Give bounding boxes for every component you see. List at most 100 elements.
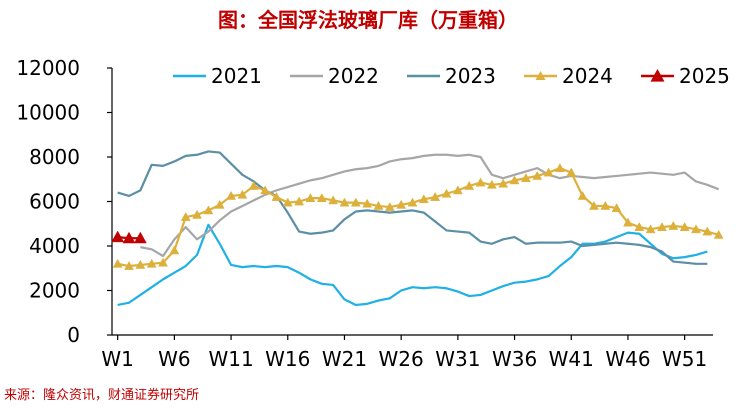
data-point-2024	[203, 205, 214, 215]
series-2025	[111, 230, 147, 244]
y-tick-label: 12000	[16, 56, 80, 80]
x-tick-label: W31	[435, 347, 480, 371]
legend-label: 2022	[328, 64, 379, 88]
data-point-2024	[158, 257, 168, 267]
legend-item-2023: 2023	[407, 64, 496, 88]
data-point-2024	[418, 194, 429, 204]
y-tick-label: 4000	[29, 234, 80, 258]
data-point-2024	[634, 222, 645, 231]
series-line-2022	[140, 153, 720, 258]
data-point-2024	[180, 212, 191, 221]
legend-label: 2021	[211, 64, 262, 88]
data-point-2024	[407, 197, 418, 207]
data-point-2024	[611, 203, 622, 213]
source-note: 来源：隆众资讯，财通证券研究所	[4, 387, 199, 403]
x-tick-label: W11	[208, 347, 253, 371]
data-point-2024	[713, 229, 724, 239]
data-point-2024	[623, 217, 633, 227]
data-point-2024	[577, 190, 588, 200]
data-point-2024	[350, 197, 361, 207]
data-point-2024	[543, 167, 554, 177]
data-point-2024	[509, 175, 520, 185]
legend-item-2021: 2021	[173, 64, 262, 88]
series-2023	[117, 150, 708, 265]
series-line-2023	[117, 150, 708, 265]
data-point-2024	[532, 170, 543, 180]
data-point-2024	[260, 185, 271, 195]
legend-item-2024: 2024	[524, 64, 613, 88]
data-point-2024	[702, 226, 713, 236]
x-tick-label: W1	[101, 347, 134, 371]
data-point-2024	[645, 224, 656, 234]
data-point-2024	[248, 180, 259, 190]
x-tick-label: W46	[605, 347, 650, 371]
data-point-2024	[384, 202, 395, 211]
x-tick-label: W26	[379, 347, 424, 371]
data-point-2024	[124, 261, 134, 270]
data-point-2024	[135, 259, 146, 269]
data-point-2024	[282, 197, 293, 207]
legend-label: 2024	[562, 64, 613, 88]
data-point-2024	[339, 197, 350, 207]
data-point-2024	[600, 200, 611, 210]
data-point-2024	[668, 220, 679, 230]
chart-title: 图：全国浮法玻璃厂库（万重箱）	[218, 8, 518, 32]
x-tick-label: W51	[662, 347, 707, 371]
data-point-2024	[475, 177, 486, 187]
legend-label: 2025	[679, 64, 730, 88]
data-point-2024	[305, 193, 316, 203]
x-tick-label: W36	[492, 347, 537, 371]
data-point-2024	[441, 188, 452, 198]
series-2022	[140, 153, 720, 258]
series-2024	[112, 163, 724, 270]
data-point-2024	[589, 200, 599, 210]
data-point-2024	[112, 258, 123, 268]
data-point-2024	[214, 199, 225, 209]
data-point-2024	[192, 209, 202, 219]
data-point-2024	[169, 245, 180, 255]
data-point-2024	[679, 222, 690, 231]
x-tick-label: W21	[322, 347, 367, 371]
series-line-2021	[117, 223, 708, 307]
data-point-2024	[396, 199, 407, 209]
data-point-2024	[328, 195, 339, 205]
x-tick-label: W16	[265, 347, 310, 371]
series-layer	[111, 150, 724, 307]
legend-marker	[535, 71, 546, 80]
x-tick-label: W6	[158, 347, 191, 371]
data-point-2024	[430, 192, 441, 201]
data-point-2024	[498, 178, 509, 188]
data-point-2024	[554, 163, 565, 172]
data-point-2024	[452, 185, 463, 195]
y-tick-label: 8000	[29, 145, 80, 169]
data-point-2024	[362, 198, 373, 208]
data-point-2025	[111, 230, 125, 243]
axes: 0 2000 4000 6000 8000 10000 12000 W1 W6 W11 W16 W21…	[16, 56, 713, 371]
data-point-2024	[271, 192, 282, 201]
data-point-2024	[146, 258, 157, 268]
data-point-2024	[316, 193, 327, 203]
y-tick-label: 0	[67, 323, 80, 347]
data-point-2024	[294, 196, 305, 206]
y-tick-label: 10000	[16, 101, 80, 125]
data-point-2024	[226, 190, 236, 200]
data-point-2024	[566, 167, 577, 177]
series-line-2024	[117, 167, 719, 268]
data-point-2025	[133, 231, 147, 244]
x-tick-label: W41	[549, 347, 594, 371]
data-point-2024	[373, 200, 384, 210]
data-point-2024	[657, 222, 667, 231]
series-2021	[117, 223, 708, 307]
data-point-2024	[464, 180, 475, 190]
data-point-2025	[122, 231, 136, 244]
data-point-2024	[691, 224, 701, 234]
data-point-2024	[520, 173, 531, 182]
legend-item-2025: 2025	[641, 64, 730, 88]
legend-label: 2023	[445, 64, 496, 88]
y-tick-label: 6000	[29, 190, 80, 214]
legend: 2021 2022 2023 2024 2025	[173, 64, 730, 88]
data-point-2024	[486, 179, 497, 189]
data-point-2024	[237, 189, 248, 199]
legend-item-2022: 2022	[290, 64, 379, 88]
